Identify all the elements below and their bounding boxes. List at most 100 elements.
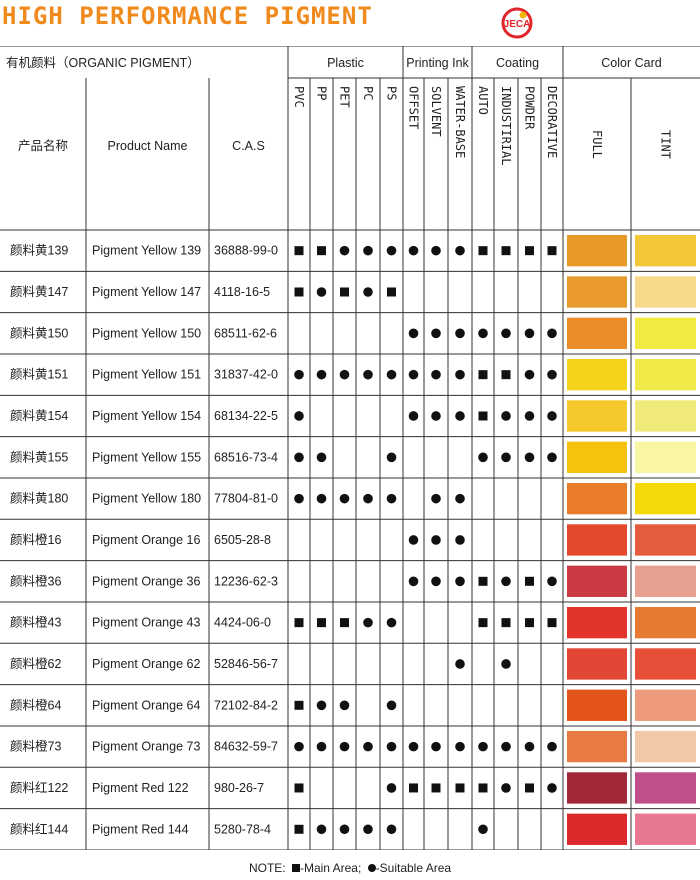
full-color-swatch	[567, 813, 627, 845]
suitable-area-dot	[408, 245, 419, 256]
suitable-area-dot	[294, 452, 304, 463]
table-body: 颜料黄139 Pigment Yellow 139 36888-99-0 颜料黄147…	[10, 235, 696, 845]
table-row: 颜料黄155 Pigment Yellow 155 68516-73-4	[10, 441, 696, 473]
full-color-swatch	[567, 524, 627, 556]
suitable-area-dot	[294, 493, 304, 504]
tint-color-swatch	[635, 317, 696, 349]
suitable-area-dot	[431, 576, 441, 587]
row-cas: 4424-06-0	[214, 616, 271, 630]
row-cn-name: 颜料黄155	[10, 449, 68, 464]
suitable-area-dot	[408, 369, 419, 380]
logo-brand: JECA	[504, 19, 531, 30]
suitable-area-dot	[339, 493, 350, 504]
legend-note: NOTE: -Main Area; -Suitable Area	[0, 860, 700, 875]
suitable-area-dot	[386, 493, 397, 504]
suitable-area-dot	[408, 576, 419, 587]
main-area-square	[340, 618, 349, 628]
brand-logo: JECA	[501, 7, 533, 39]
suitable-area-dot	[524, 369, 535, 380]
row-cas: 72102-84-2	[214, 698, 278, 712]
suitable-area-dot	[455, 493, 465, 504]
main-area-square	[478, 370, 488, 380]
main-area-square	[547, 246, 557, 256]
suitable-area-dot	[501, 659, 511, 669]
suitable-area-dot	[386, 783, 397, 793]
row-cas: 52846-56-7	[214, 657, 278, 671]
full-color-swatch	[567, 235, 627, 267]
full-color-swatch	[567, 441, 627, 473]
suitable-area-dot	[339, 700, 350, 711]
row-product-name: Pigment Orange 36	[92, 574, 200, 588]
main-area-square	[294, 783, 304, 793]
group-label: Coating	[496, 56, 539, 70]
row-cn-name: 颜料黄151	[10, 367, 68, 382]
main-area-square	[431, 783, 441, 793]
row-cn-name: 颜料橙73	[10, 739, 61, 754]
suitable-area-dot	[501, 328, 511, 339]
tint-color-swatch	[635, 689, 696, 721]
row-cn-name: 颜料橙36	[10, 573, 61, 588]
suitable-area-dot	[431, 369, 441, 380]
suitable-area-dot	[478, 741, 488, 752]
tint-color-swatch	[635, 524, 696, 556]
main-area-square	[525, 576, 534, 586]
row-product-name: Pigment Yellow 150	[92, 326, 201, 340]
suitable-area-dot	[547, 328, 557, 339]
suitable-area-dot	[431, 411, 441, 421]
row-product-name: Pigment Orange 64	[92, 698, 200, 712]
main-area-square-icon	[291, 863, 300, 872]
tint-color-swatch	[635, 730, 696, 763]
row-product-name: Pigment Red 122	[92, 781, 189, 795]
tint-color-swatch	[635, 400, 696, 432]
table-row: 颜料橙36 Pigment Orange 36 12236-62-3	[10, 565, 696, 597]
group-label: Color Card	[601, 56, 661, 70]
table-header: 有机颜料（ORGANIC PIGMENT） Plastic Printing Ink…	[6, 55, 673, 165]
table-row: 颜料橙73 Pigment Orange 73 84632-59-7	[10, 730, 696, 763]
main-area-square	[340, 287, 349, 297]
full-color-swatch	[567, 648, 627, 680]
suitable-area-dot	[363, 245, 373, 256]
main-area-square	[387, 287, 396, 297]
suitable-area-dot	[316, 369, 327, 380]
tint-color-swatch	[635, 606, 696, 639]
note-suitable-area: -Suitable Area	[375, 860, 452, 875]
row-cas: 68516-73-4	[214, 450, 278, 464]
use-label: AUTO	[476, 86, 490, 115]
suitable-area-dot	[294, 369, 304, 380]
suitable-area-dot	[455, 328, 465, 339]
suitable-area-dot	[316, 824, 327, 835]
full-color-swatch	[567, 565, 627, 597]
suitable-area-dot	[339, 824, 350, 835]
table-row: 颜料黄147 Pigment Yellow 147 4118-16-5	[10, 276, 696, 308]
main-area-square	[455, 783, 465, 793]
main-area-square	[501, 246, 511, 256]
full-color-swatch	[567, 400, 627, 432]
suitable-area-dot	[455, 659, 465, 669]
logo-accent	[519, 11, 527, 19]
use-label: PS	[385, 86, 399, 100]
suitable-area-dot	[316, 493, 327, 504]
full-color-swatch	[567, 317, 627, 349]
main-area-square	[525, 783, 534, 793]
logo-ring	[501, 7, 533, 39]
suitable-area-dot	[501, 452, 511, 463]
main-area-square	[294, 824, 304, 834]
main-area-square	[317, 618, 326, 628]
main-area-square	[525, 618, 534, 628]
row-product-name: Pigment Yellow 180	[92, 492, 201, 506]
suitable-area-dot	[431, 535, 441, 545]
table-row: 颜料橙62 Pigment Orange 62 52846-56-7	[10, 648, 696, 680]
suitable-area-dot	[316, 287, 327, 297]
main-area-square	[547, 618, 557, 628]
row-cn-name: 颜料黄154	[10, 408, 68, 423]
suitable-area-dot	[339, 741, 350, 752]
suitable-area-dot	[455, 411, 465, 421]
suitable-area-dot	[455, 741, 465, 752]
tint-color-swatch	[635, 772, 696, 804]
suitable-area-dot	[386, 700, 397, 711]
use-label: DECORATIVE	[545, 86, 559, 158]
suitable-area-dot	[316, 700, 327, 711]
suitable-area-dot	[386, 617, 397, 628]
suitable-area-dot	[294, 741, 304, 752]
suitable-area-dot-icon	[367, 863, 376, 872]
